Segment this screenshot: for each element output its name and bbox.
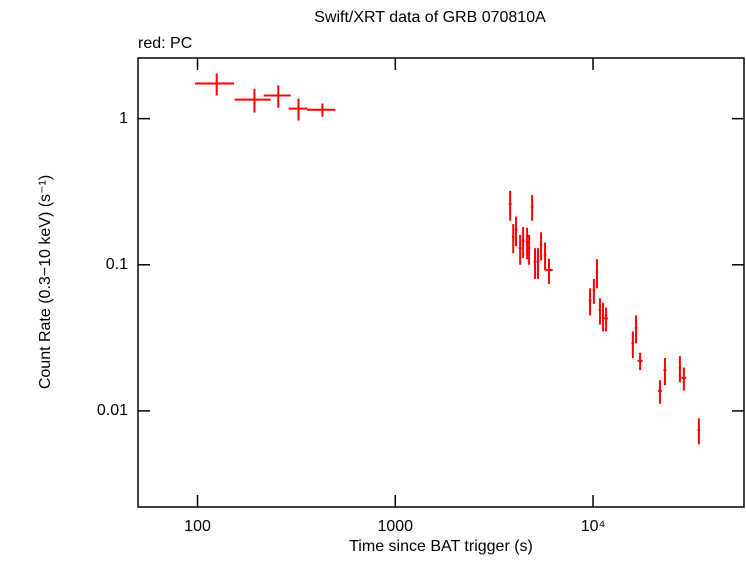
y-tick-label: 1 xyxy=(119,110,128,127)
annotation: red: PC xyxy=(138,35,192,52)
x-tick-label: 1000 xyxy=(377,518,413,535)
chart-title: Swift/XRT data of GRB 070810A xyxy=(314,9,546,26)
plot-frame xyxy=(137,57,745,508)
x-tick-label: 10⁴ xyxy=(581,518,606,535)
x-axis-label: Time since BAT trigger (s) xyxy=(349,538,533,555)
y-axis-label: Count Rate (0.3−10 keV) (s⁻¹) xyxy=(37,175,54,389)
y-tick-label: 0.01 xyxy=(97,402,128,419)
y-tick-label: 0.1 xyxy=(106,256,128,273)
x-tick-label: 100 xyxy=(184,518,211,535)
